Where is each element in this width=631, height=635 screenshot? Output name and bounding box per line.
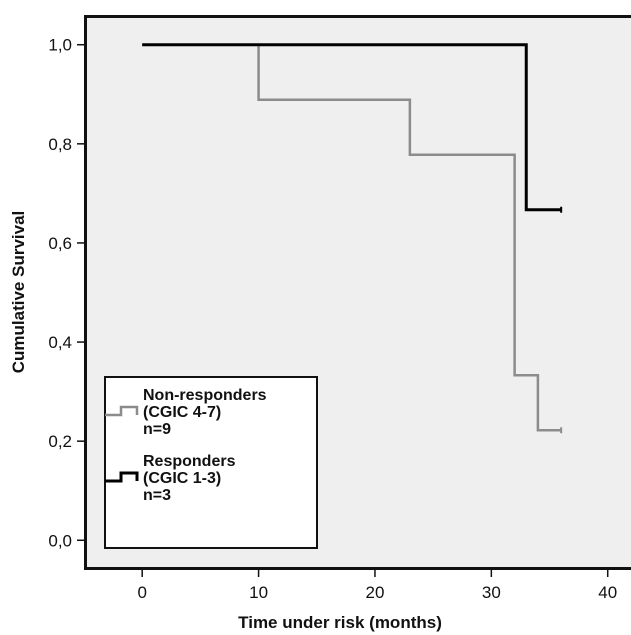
legend-label: n=9 bbox=[143, 421, 171, 438]
x-tick-label: 40 bbox=[598, 583, 617, 602]
legend-label: Non-responders bbox=[143, 387, 267, 404]
x-tick-label: 0 bbox=[137, 583, 146, 602]
x-tick-label: 30 bbox=[482, 583, 501, 602]
y-tick-label: 0,0 bbox=[48, 531, 72, 550]
responders-line bbox=[142, 43, 562, 212]
legend-symbol-responders bbox=[105, 471, 139, 483]
legend-label: (CGIC 4-7) bbox=[143, 404, 221, 421]
legend: Non-responders(CGIC 4-7)n=9 Responders(CG… bbox=[104, 376, 318, 549]
y-axis: 0,0 0,2 0,4 0,6 0,8 1,0 bbox=[48, 36, 84, 550]
x-tick-label: 10 bbox=[249, 583, 268, 602]
x-axis-title: Time under risk (months) bbox=[238, 613, 442, 632]
series-layer bbox=[142, 43, 563, 434]
legend-box bbox=[104, 376, 318, 549]
x-axis: 0 10 20 30 40 bbox=[137, 570, 617, 602]
non-responders-line bbox=[142, 43, 562, 432]
legend-label: Responders bbox=[143, 453, 236, 470]
y-tick-label: 0,4 bbox=[48, 333, 72, 352]
legend-symbol-non-responders bbox=[105, 405, 139, 417]
y-axis-title: Cumulative Survival bbox=[9, 211, 28, 374]
y-tick-label: 1,0 bbox=[48, 36, 72, 55]
y-tick-label: 0,8 bbox=[48, 135, 72, 154]
y-tick-label: 0,2 bbox=[48, 432, 72, 451]
x-tick-label: 20 bbox=[365, 583, 384, 602]
legend-label: (CGIC 1-3) bbox=[143, 470, 221, 487]
legend-label: n=3 bbox=[143, 487, 171, 504]
y-tick-label: 0,6 bbox=[48, 234, 72, 253]
